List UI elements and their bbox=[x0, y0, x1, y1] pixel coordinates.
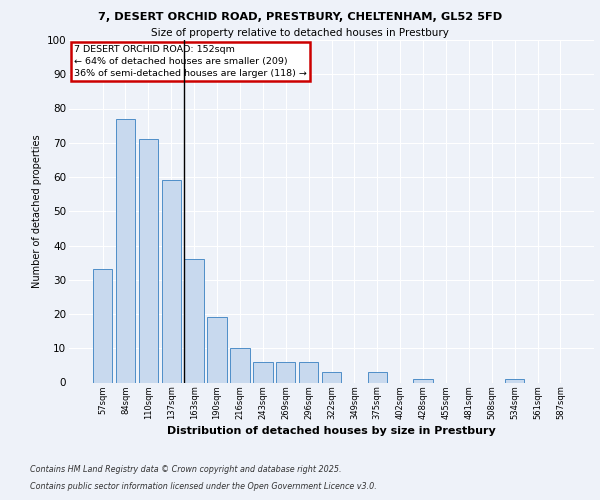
X-axis label: Distribution of detached houses by size in Prestbury: Distribution of detached houses by size … bbox=[167, 426, 496, 436]
Bar bbox=[184, 259, 204, 382]
Bar bbox=[116, 119, 135, 382]
Text: Contains public sector information licensed under the Open Government Licence v3: Contains public sector information licen… bbox=[30, 482, 377, 491]
Text: 7, DESERT ORCHID ROAD, PRESTBURY, CHELTENHAM, GL52 5FD: 7, DESERT ORCHID ROAD, PRESTBURY, CHELTE… bbox=[98, 12, 502, 22]
Bar bbox=[161, 180, 181, 382]
Bar bbox=[368, 372, 387, 382]
Bar bbox=[208, 318, 227, 382]
Bar bbox=[413, 379, 433, 382]
Text: Size of property relative to detached houses in Prestbury: Size of property relative to detached ho… bbox=[151, 28, 449, 38]
Bar bbox=[93, 270, 112, 382]
Bar bbox=[139, 140, 158, 382]
Y-axis label: Number of detached properties: Number of detached properties bbox=[32, 134, 43, 288]
Bar bbox=[299, 362, 319, 382]
Bar bbox=[322, 372, 341, 382]
Bar bbox=[505, 379, 524, 382]
Text: Contains HM Land Registry data © Crown copyright and database right 2025.: Contains HM Land Registry data © Crown c… bbox=[30, 465, 341, 474]
Bar bbox=[230, 348, 250, 382]
Bar bbox=[276, 362, 295, 382]
Text: 7 DESERT ORCHID ROAD: 152sqm
← 64% of detached houses are smaller (209)
36% of s: 7 DESERT ORCHID ROAD: 152sqm ← 64% of de… bbox=[74, 45, 307, 78]
Bar bbox=[253, 362, 272, 382]
